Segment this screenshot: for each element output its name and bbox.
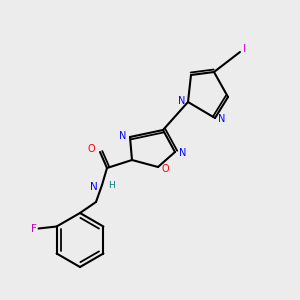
Text: F: F bbox=[31, 224, 37, 235]
Text: H: H bbox=[108, 182, 115, 190]
Text: N: N bbox=[178, 96, 185, 106]
Text: N: N bbox=[118, 131, 126, 141]
Text: N: N bbox=[90, 182, 98, 192]
Text: N: N bbox=[179, 148, 186, 158]
Text: O: O bbox=[161, 164, 169, 174]
Text: O: O bbox=[87, 144, 95, 154]
Text: I: I bbox=[243, 44, 247, 54]
Text: N: N bbox=[218, 114, 225, 124]
